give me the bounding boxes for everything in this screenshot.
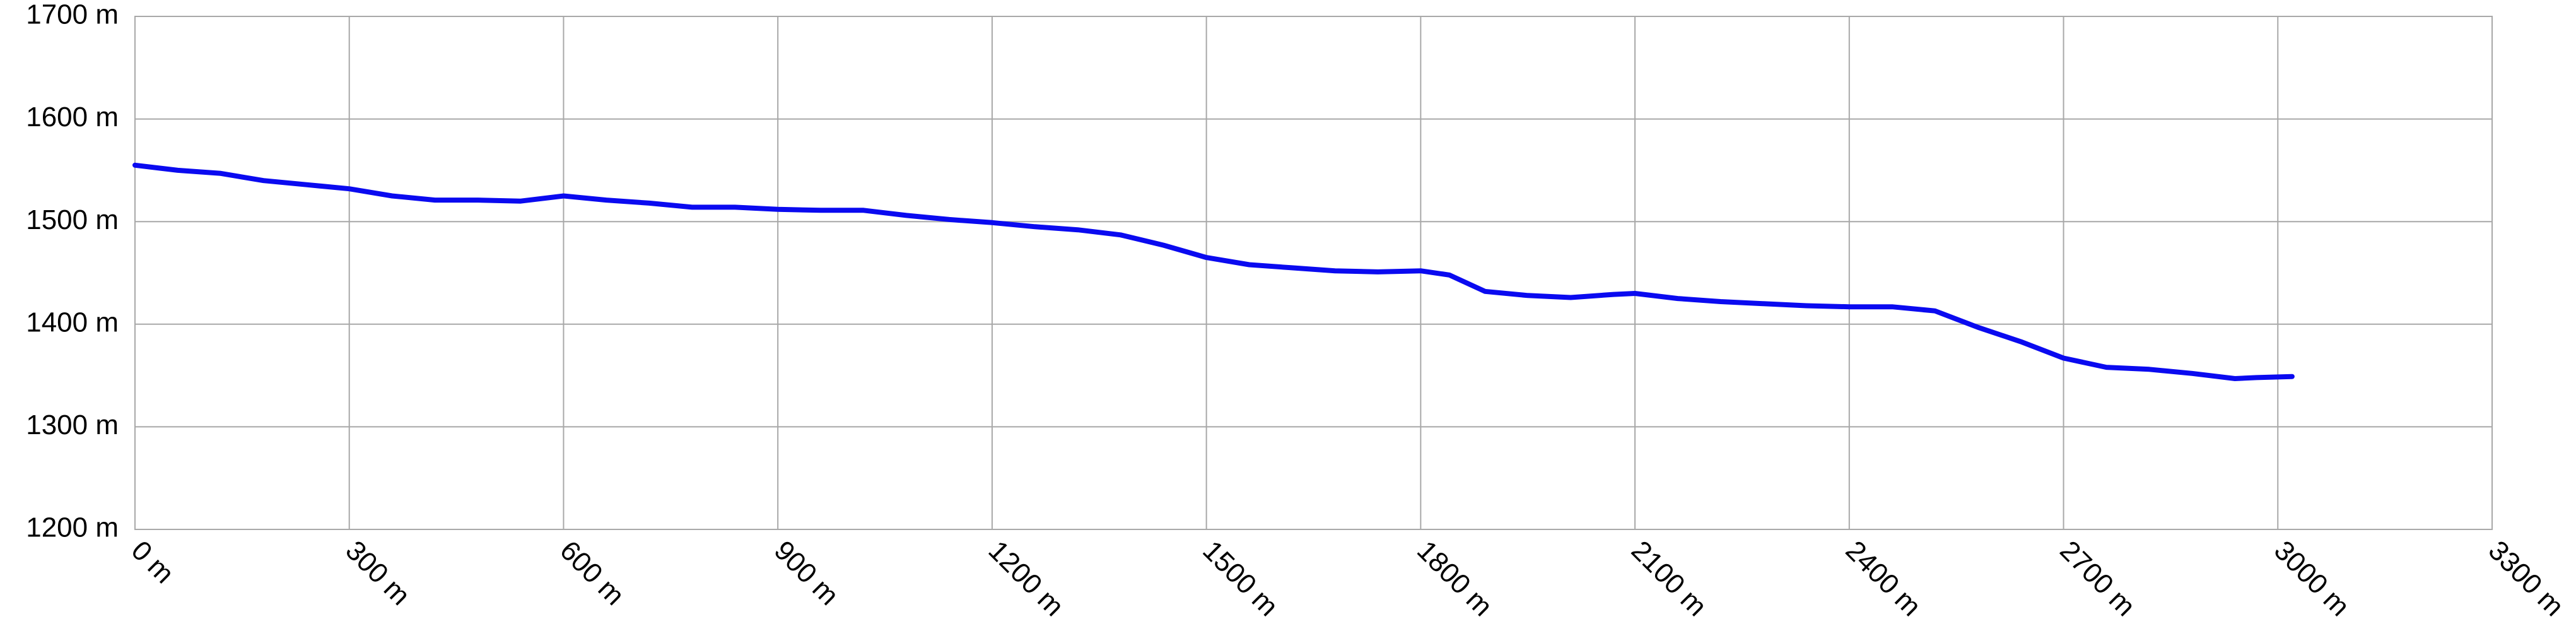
x-tick-label: 900 m — [768, 535, 845, 611]
y-tick-label: 1600 m — [26, 102, 119, 133]
y-tick-label: 1200 m — [26, 512, 119, 543]
y-tick-label: 1700 m — [26, 0, 119, 30]
x-tick-label: 3000 m — [2268, 535, 2355, 622]
x-tick-label: 1200 m — [983, 535, 1070, 622]
elevation-line — [132, 162, 2295, 381]
x-tick-label: 3300 m — [2483, 535, 2570, 622]
plot-frame — [134, 16, 2493, 530]
x-tick-label: 2400 m — [1840, 535, 1927, 622]
y-tick-label: 1500 m — [26, 204, 119, 235]
x-tick-label: 600 m — [554, 535, 630, 611]
x-tick-label: 0 m — [126, 535, 180, 590]
y-tick-label: 1400 m — [26, 307, 119, 338]
x-tick-label: 2100 m — [1625, 535, 1712, 622]
x-tick-label: 300 m — [339, 535, 416, 611]
x-tick-label: 1500 m — [1197, 535, 1284, 622]
x-tick-label: 2700 m — [2054, 535, 2141, 622]
y-tick-label: 1300 m — [26, 410, 119, 440]
x-tick-label: 1800 m — [1411, 535, 1498, 622]
